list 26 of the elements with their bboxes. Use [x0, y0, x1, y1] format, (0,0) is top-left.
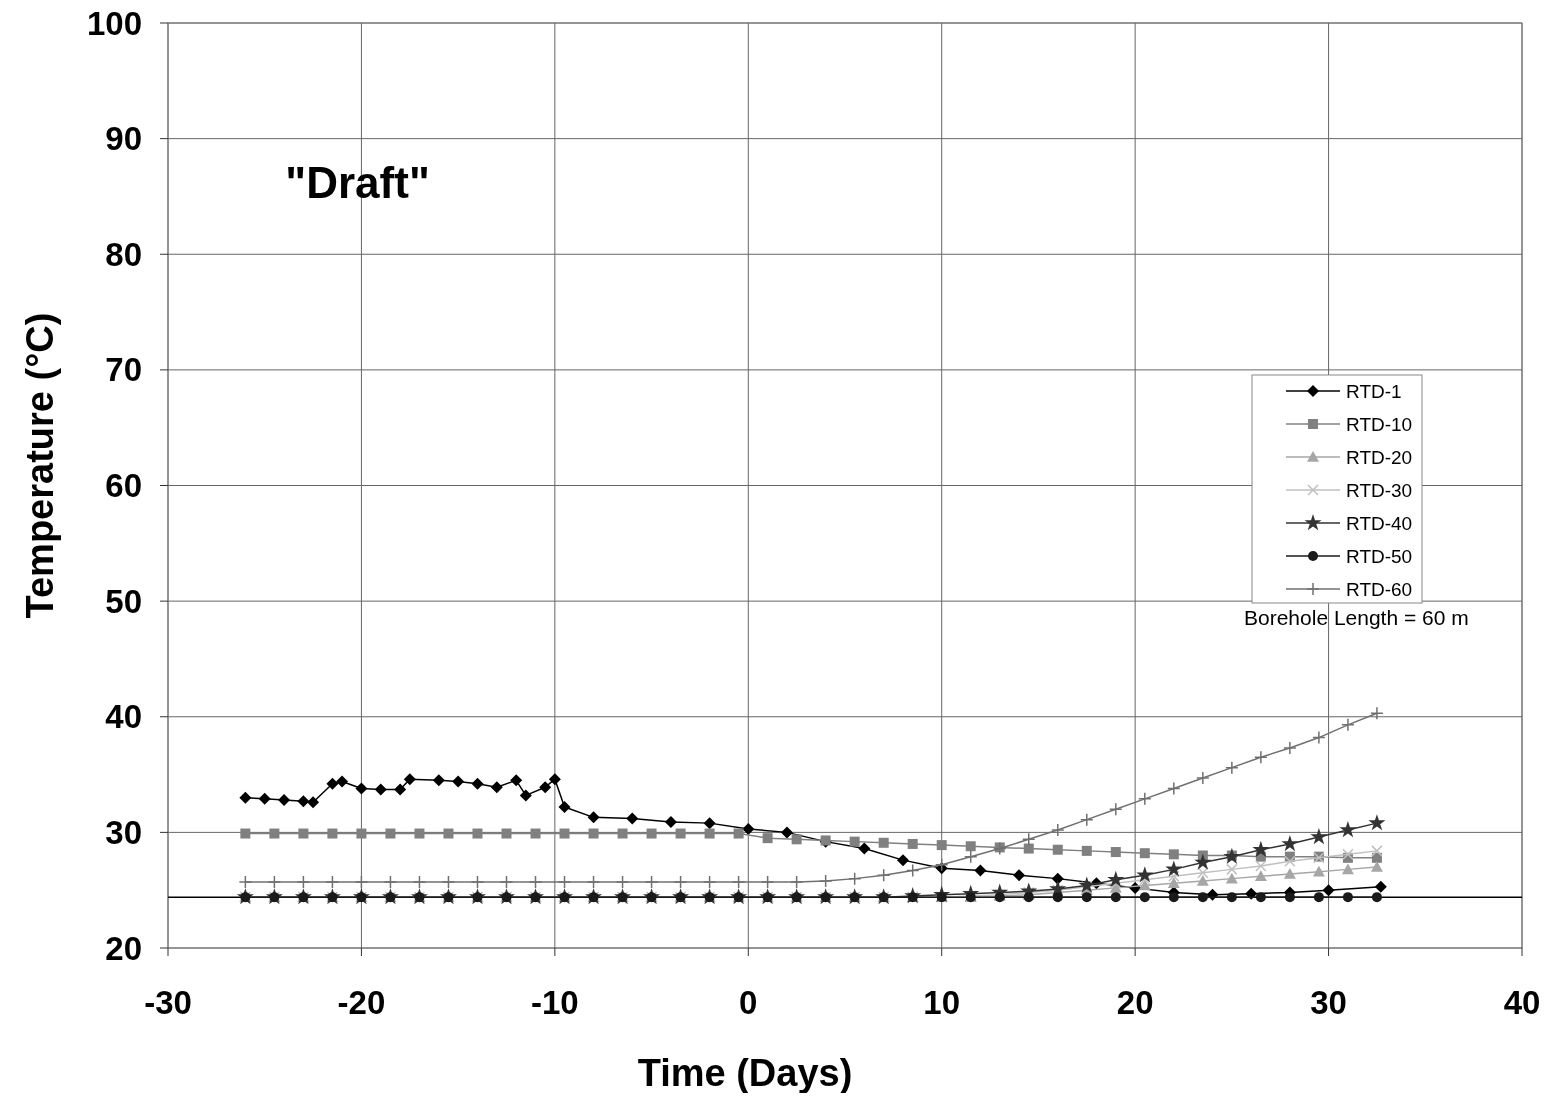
x-tick-label: -20 [337, 984, 386, 1021]
x-tick-label: 30 [1310, 984, 1347, 1021]
legend-label: RTD-60 [1346, 578, 1413, 600]
y-tick-label: 90 [105, 120, 142, 158]
annotation: Borehole Length = 60 m [1244, 606, 1469, 629]
y-tick-label: 50 [105, 582, 142, 620]
x-tick-label: 40 [1503, 984, 1541, 1021]
x-tick-label: -10 [531, 984, 579, 1021]
legend-label: RTD-10 [1346, 413, 1413, 435]
x-tick-label: 20 [1116, 984, 1154, 1021]
y-tick-label: 70 [105, 351, 142, 389]
x-tick-label: 10 [923, 984, 961, 1021]
x-tick-label: 0 [739, 984, 758, 1021]
legend-label: RTD-30 [1346, 479, 1413, 501]
y-tick-label: 100 [86, 4, 142, 42]
y-tick-label: 60 [105, 467, 142, 505]
legend-label: RTD-1 [1346, 380, 1402, 402]
legend-label: RTD-40 [1346, 512, 1413, 534]
y-axis-title: Temperature (°C) [19, 312, 61, 619]
y-tick-label: 30 [105, 813, 142, 851]
y-tick-label: 80 [105, 235, 142, 273]
legend-label: RTD-20 [1346, 446, 1413, 468]
x-tick-label: -30 [144, 984, 192, 1021]
y-tick-label: 40 [105, 698, 142, 736]
y-tick-label: 20 [105, 929, 142, 967]
legend-label: RTD-50 [1346, 545, 1413, 567]
